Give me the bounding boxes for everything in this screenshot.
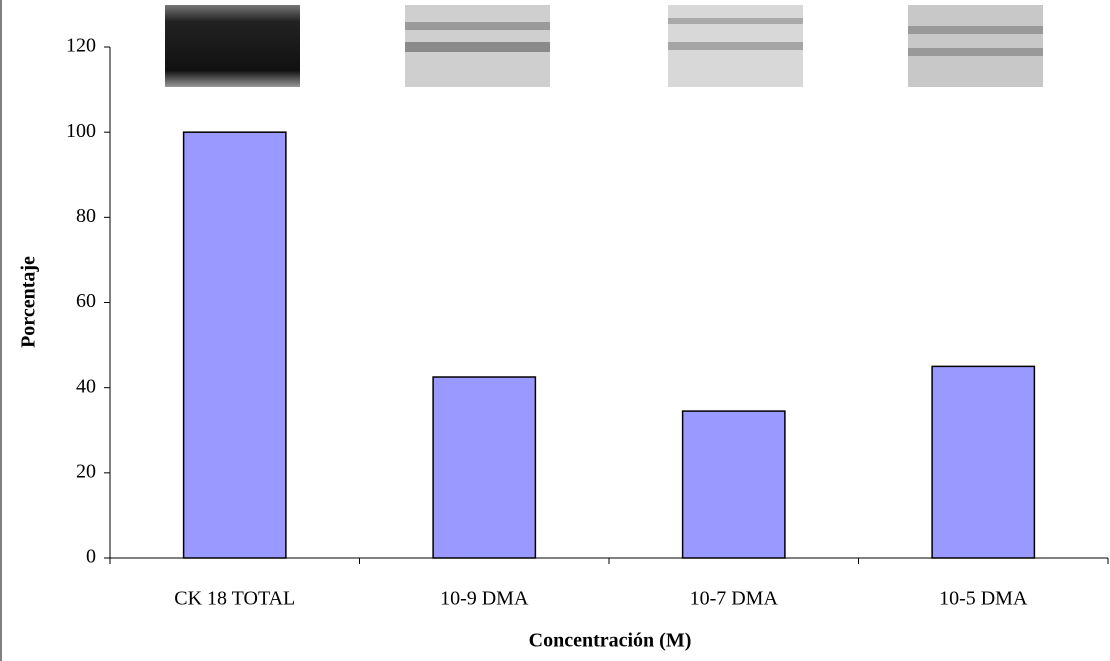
blot-band — [908, 48, 1043, 56]
y-tick-label: 100 — [66, 120, 96, 142]
y-tick-label: 120 — [66, 35, 96, 57]
y-tick-label: 20 — [76, 460, 96, 482]
x-tick-label: 10-9 DMA — [440, 588, 529, 610]
bar — [433, 377, 535, 558]
y-tick-label: 40 — [76, 375, 96, 397]
x-axis-label: Concentración (M) — [529, 630, 692, 652]
x-tick-label: 10-7 DMA — [690, 588, 779, 610]
x-tick-label: CK 18 TOTAL — [174, 588, 295, 610]
blot-band — [908, 26, 1043, 34]
blot-band — [405, 42, 550, 52]
bar — [184, 132, 286, 558]
blot-band — [668, 18, 803, 24]
y-tick-label: 80 — [76, 205, 96, 227]
bar — [932, 366, 1034, 558]
blot — [165, 5, 300, 87]
blot-images — [165, 5, 1043, 87]
blot-band — [668, 42, 803, 50]
y-tick-label: 60 — [76, 290, 96, 312]
bar — [683, 411, 785, 558]
blot-band — [405, 22, 550, 30]
y-tick-label: 0 — [86, 546, 96, 568]
y-axis-label: Porcentaje — [18, 256, 40, 348]
x-tick-label: 10-5 DMA — [939, 588, 1028, 610]
blot — [908, 5, 1043, 87]
chart: Porcentaje Concentración (M) 0 20 40 60 80 10… — [0, 0, 1110, 661]
